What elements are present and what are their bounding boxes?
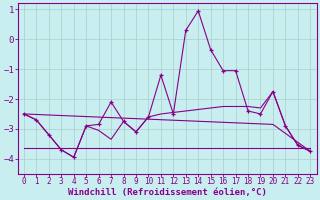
X-axis label: Windchill (Refroidissement éolien,°C): Windchill (Refroidissement éolien,°C): [68, 188, 267, 197]
